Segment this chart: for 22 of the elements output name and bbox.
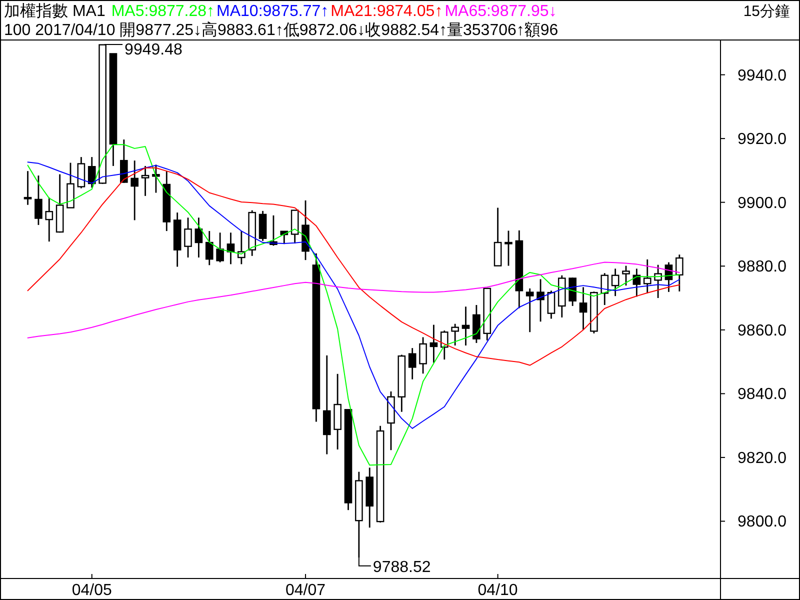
annotation: 15分鐘 <box>743 3 790 20</box>
annotation: 9788.52 <box>372 558 431 576</box>
x-tick-label: 04/05 <box>72 582 112 599</box>
y-tick-label: 9920.0 <box>738 131 787 148</box>
y-tick-label: 9880.0 <box>738 258 787 276</box>
y-tick-label: 9940.0 <box>738 67 787 84</box>
chart-title: 加權指數 MA1 <box>4 2 106 20</box>
x-tick-label: 04/10 <box>478 582 518 599</box>
y-tick-label: 9820.0 <box>738 450 787 467</box>
x-tick-label: 04/07 <box>285 582 326 599</box>
chart-subtitle: 100 2017/04/10 開9877.25↓高9883.61↑低9872.06↓收9882.54↑量353706↑額96 <box>4 21 558 39</box>
text: MA65:9877.95↓ <box>444 3 557 20</box>
y-tick-label: 9800.0 <box>738 514 787 531</box>
annotation: 9788.52 <box>358 557 431 576</box>
text: MA21:9874.05↑ <box>330 3 443 20</box>
annotation: 9949.48 <box>124 42 182 59</box>
y-tick-label: 9900.0 <box>738 194 787 212</box>
y-tick-label: 9840.0 <box>738 386 787 404</box>
y-tick-label: 9860.0 <box>738 322 787 340</box>
text: MA5:9877.28↑ <box>111 3 215 20</box>
annotation: 9949.48 <box>104 42 182 59</box>
text: MA10:9875.77↑ <box>216 3 329 20</box>
